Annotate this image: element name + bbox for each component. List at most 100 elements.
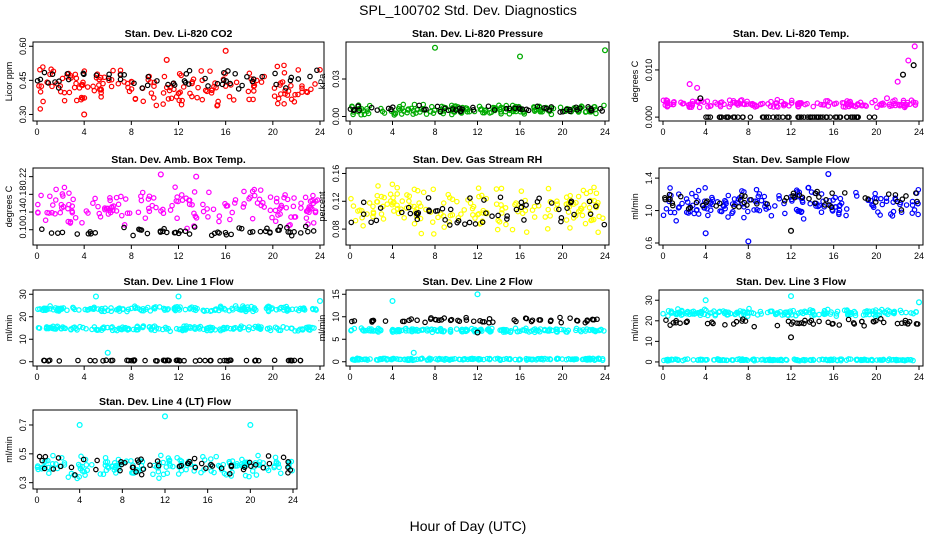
data-point <box>60 203 67 210</box>
data-point <box>351 325 358 332</box>
data-point <box>56 358 63 364</box>
data-point <box>689 98 696 105</box>
data-point <box>229 209 236 216</box>
data-point <box>420 189 427 196</box>
data-point <box>758 197 765 204</box>
data-point <box>195 84 201 91</box>
data-point <box>281 62 287 69</box>
data-point <box>106 75 112 82</box>
data-point <box>713 203 720 209</box>
data-point <box>417 215 424 222</box>
data-point <box>42 217 49 224</box>
data-point <box>88 461 95 468</box>
data-point <box>140 466 147 472</box>
chart-panel: Stan. Dev. Sample Flow 0 4 8 12 16 20 24 0.6 1.0 1… <box>630 154 924 261</box>
data-point <box>513 318 519 325</box>
data-point <box>212 327 218 333</box>
data-point <box>307 73 313 80</box>
data-point <box>405 204 412 211</box>
data-point <box>436 355 443 362</box>
data-point <box>236 225 242 231</box>
data-point <box>697 95 704 102</box>
data-point <box>806 195 812 202</box>
data-point <box>523 357 530 363</box>
data-point <box>370 317 377 324</box>
data-point <box>129 470 136 476</box>
data-point <box>160 101 166 107</box>
data-point <box>725 214 731 220</box>
data-point <box>565 356 572 362</box>
data-point <box>816 318 822 325</box>
data-point <box>503 105 510 112</box>
data-point <box>547 356 554 363</box>
data-point <box>285 357 292 364</box>
data-point <box>414 187 421 194</box>
data-point <box>107 197 113 204</box>
x-tick-label: 24 <box>315 251 325 261</box>
data-point <box>579 356 586 363</box>
data-point <box>258 202 264 209</box>
y-axis-label: ml/min <box>630 315 640 342</box>
data-point <box>416 102 422 109</box>
data-point <box>170 463 176 470</box>
data-point <box>189 201 195 208</box>
data-point <box>495 212 501 219</box>
data-point <box>597 327 604 333</box>
data-point <box>427 108 434 115</box>
data-point <box>542 214 549 220</box>
data-point <box>503 102 510 109</box>
x-tick-label: 16 <box>221 251 231 261</box>
data-point <box>368 219 374 226</box>
data-point <box>440 356 446 363</box>
data-point <box>892 192 899 198</box>
panel-title: Stan. Dev. Line 4 (LT) Flow <box>99 396 232 408</box>
data-point <box>453 326 460 332</box>
data-point <box>251 192 258 199</box>
data-point <box>310 220 317 226</box>
data-point <box>191 224 198 230</box>
data-point <box>183 71 190 77</box>
data-point <box>796 320 802 327</box>
panel-title: Stan. Dev. Line 2 Flow <box>422 276 533 288</box>
data-point <box>683 319 690 326</box>
data-point <box>179 197 186 203</box>
data-point <box>288 74 295 81</box>
data-point <box>37 76 44 83</box>
data-point <box>174 215 180 222</box>
data-point <box>427 357 433 363</box>
data-point <box>244 73 250 80</box>
data-point <box>100 357 106 364</box>
data-point <box>402 326 408 332</box>
data-point <box>249 78 256 85</box>
data-point <box>435 214 441 221</box>
x-tick-label: 0 <box>660 251 665 261</box>
data-point <box>103 467 110 474</box>
x-tick-label: 0 <box>347 372 352 382</box>
data-point <box>226 93 233 100</box>
data-point <box>292 214 299 220</box>
data-point <box>790 193 796 199</box>
data-point <box>734 309 740 316</box>
data-point <box>782 101 789 108</box>
data-point <box>837 195 844 202</box>
data-point <box>753 186 760 193</box>
data-point <box>399 105 405 112</box>
data-point <box>232 324 239 331</box>
y-tick-label: 0.14 <box>18 203 28 221</box>
data-point <box>82 472 88 478</box>
data-point <box>567 108 573 115</box>
data-point <box>278 304 284 311</box>
y-tick-label: 0 <box>18 359 28 364</box>
data-point <box>147 308 154 314</box>
x-tick-label: 20 <box>871 251 881 261</box>
data-point <box>206 189 212 196</box>
x-tick-label: 12 <box>173 372 183 382</box>
data-point <box>144 82 151 89</box>
data-point <box>175 471 182 477</box>
data-point <box>50 68 57 75</box>
data-point <box>469 355 475 362</box>
data-point <box>772 203 778 209</box>
data-point <box>391 208 397 214</box>
data-point <box>447 206 454 213</box>
data-series <box>39 223 317 239</box>
